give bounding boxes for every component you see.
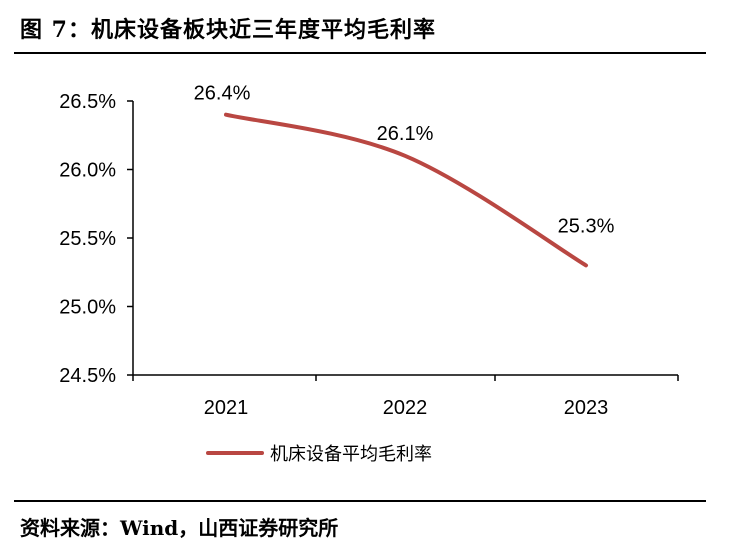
series-lines: [224, 112, 588, 268]
y-tick-label: 26.5%: [59, 91, 116, 113]
y-tick-labels: 24.5% 25.0% 25.5% 26.0% 26.5%: [59, 91, 116, 387]
figure-title: 图 7：机床设备板块近三年度平均毛利率: [20, 17, 436, 43]
line-chart: 24.5% 25.0% 25.5% 26.0% 26.5% 2021 2022 2023 2…: [59, 83, 679, 465]
legend: 机床设备平均毛利率: [206, 444, 432, 465]
bottom-rule: [14, 500, 706, 502]
y-tick-label: 24.5%: [59, 365, 116, 387]
x-tick-label: 2021: [204, 397, 249, 419]
top-rule: [14, 52, 706, 54]
source-note: 资料来源：Wind，山西证券研究所: [20, 516, 339, 540]
series-line-margin: [224, 112, 588, 268]
x-tick-labels: 2021 2022 2023: [204, 397, 609, 419]
y-tick-label: 26.0%: [59, 160, 116, 182]
chart-axes: [127, 100, 679, 381]
y-tick-label: 25.0%: [59, 297, 116, 319]
data-labels: 26.4% 26.1% 25.3%: [194, 83, 615, 238]
data-label: 26.4%: [194, 83, 251, 105]
x-tick-label: 2023: [564, 397, 609, 419]
data-label: 26.1%: [377, 123, 434, 145]
y-tick-label: 25.5%: [59, 228, 116, 250]
x-tick-label: 2022: [383, 397, 428, 419]
data-label: 25.3%: [558, 215, 615, 237]
legend-label: 机床设备平均毛利率: [270, 444, 432, 465]
